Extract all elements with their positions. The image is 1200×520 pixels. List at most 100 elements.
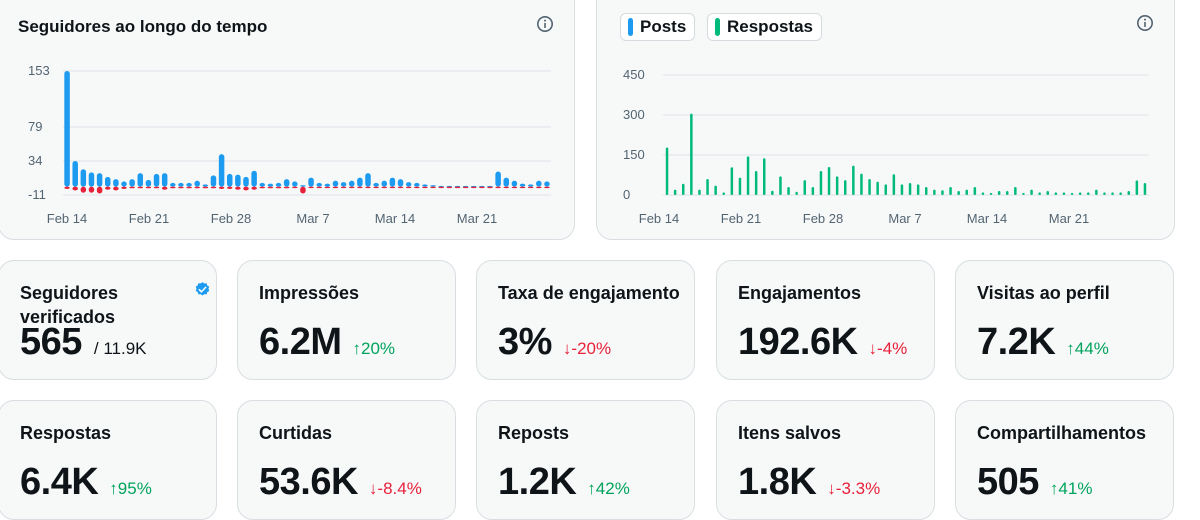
chart-bar <box>730 167 734 195</box>
chart-bar <box>462 186 469 189</box>
info-icon[interactable] <box>1136 14 1154 32</box>
chart-bar <box>1143 183 1147 195</box>
x-tick-label: Feb 14 <box>47 211 87 226</box>
metric-card-shares[interactable]: Compartilhamentos 505 ↑41% <box>955 400 1174 520</box>
chart-bar <box>332 180 339 187</box>
metric-change: ↓-3.3% <box>827 479 881 498</box>
metric-label: Curtidas <box>259 423 333 443</box>
chart-bar <box>495 186 501 189</box>
metric-card-engagement-rate[interactable]: Taxa de engajamento 3% ↓-20% <box>476 260 695 380</box>
metric-card-likes[interactable]: Curtidas 53.6K ↓-8.4% <box>237 400 456 520</box>
metric-card-bookmarks[interactable]: Itens salvos 1.8K ↓-3.3% <box>716 400 935 520</box>
metric-card-profile-visits[interactable]: Visitas ao perfil 7.2K ↑44% <box>955 260 1174 380</box>
metric-change: ↑44% <box>1066 339 1109 358</box>
metric-card-replies[interactable]: Respostas 6.4K ↑95% <box>0 400 217 520</box>
chart-bar <box>137 173 144 187</box>
posts-chart: 450 300 150 0 Feb 14 Feb 21 Feb 28 Mar 7 Mar 14 M… <box>623 67 1149 226</box>
chart-bar <box>414 182 420 187</box>
chart-bar <box>308 186 314 189</box>
metric-value: 505 <box>977 461 1039 503</box>
chart-bar <box>527 184 534 187</box>
chart-bar <box>487 186 493 189</box>
chart-bar <box>925 187 928 195</box>
chart-bar <box>365 173 371 187</box>
chart-bar <box>300 186 306 194</box>
chart-bar <box>145 186 152 189</box>
chart-bar <box>722 192 725 195</box>
followers-chart-title: Seguidores ao longo do tempo <box>18 17 268 36</box>
chart-bar <box>283 186 290 189</box>
chart-bar <box>251 170 257 187</box>
posts-chart-card: Posts Respostas 450 300 150 0 Feb 14 Feb 21 Fe… <box>596 0 1175 240</box>
chart-bar <box>194 180 200 187</box>
chart-bar <box>324 186 331 189</box>
chart-bar <box>803 180 806 195</box>
metric-label: Visitas ao perfil <box>977 283 1110 303</box>
chart-bar <box>519 183 526 187</box>
metric-card-verified-followers[interactable]: Seguidores verificados 565 / 11.9K <box>0 260 217 380</box>
metric-change: ↓-20% <box>562 339 612 358</box>
chart-bar <box>308 177 314 187</box>
metric-card-engagements[interactable]: Engajamentos 192.6K ↓-4% <box>716 260 935 380</box>
x-tick-label: Mar 14 <box>967 211 1007 226</box>
chart-bar <box>746 156 750 195</box>
chart-bar <box>527 186 534 189</box>
chart-bar <box>544 186 550 189</box>
chart-bar <box>1014 187 1017 195</box>
chart-bar <box>414 186 420 189</box>
chart-bar <box>275 182 282 187</box>
info-icon[interactable] <box>536 15 554 33</box>
chart-bar <box>495 171 501 187</box>
chart-bar <box>779 176 782 195</box>
chart-bar <box>397 186 404 189</box>
chart-bar <box>316 186 322 189</box>
chart-bar <box>1095 189 1098 195</box>
chart-bar <box>771 190 774 195</box>
chart-bar <box>536 180 542 187</box>
chart-bar <box>811 187 815 195</box>
verified-icon <box>195 282 210 296</box>
chart-bar <box>511 180 518 187</box>
chart-bar <box>243 186 249 191</box>
chart-bar <box>145 179 152 187</box>
chart-bar <box>153 186 160 189</box>
chart-bar <box>1062 192 1066 195</box>
chart-bar <box>251 186 257 190</box>
metric-value: 565 <box>20 321 82 363</box>
chart-bar <box>430 186 436 189</box>
chart-bar <box>519 186 526 189</box>
chart-bar <box>226 186 233 189</box>
y-tick-label: -11 <box>28 187 46 202</box>
metric-label: Compartilhamentos <box>977 423 1147 443</box>
chart-bar <box>536 186 542 189</box>
x-tick-label: Feb 21 <box>129 211 169 226</box>
chart-bar <box>373 186 379 189</box>
chart-bar <box>186 182 192 187</box>
chart-bar <box>503 177 510 187</box>
chart-bar <box>357 186 363 189</box>
metric-card-reposts[interactable]: Reposts 1.2K ↑42% <box>476 400 695 520</box>
chart-bar <box>1030 189 1033 195</box>
chart-bar <box>884 184 887 195</box>
metric-value: 7.2K <box>977 321 1056 363</box>
chart-bar <box>104 176 111 187</box>
chart-bar <box>665 147 669 195</box>
legend-posts[interactable]: Posts <box>620 13 696 41</box>
chart-bar <box>949 187 952 195</box>
chart-bar <box>422 186 428 189</box>
chart-bar <box>438 186 444 189</box>
chart-bar <box>819 171 823 195</box>
chart-bar <box>283 179 290 187</box>
y-tick-label: 300 <box>623 107 645 122</box>
chart-bar <box>868 179 871 195</box>
chart-bar <box>941 190 944 195</box>
chart-bar <box>104 186 111 190</box>
metric-label: Respostas <box>20 423 112 443</box>
legend-replies[interactable]: Respostas <box>707 13 822 41</box>
chart-bar <box>852 165 855 195</box>
metric-card-impressions[interactable]: Impressões 6.2M ↑20% <box>237 260 456 380</box>
chart-bar <box>690 113 693 195</box>
chart-bar <box>470 186 477 189</box>
chart-bar <box>226 173 233 187</box>
chart-bar <box>827 167 831 195</box>
